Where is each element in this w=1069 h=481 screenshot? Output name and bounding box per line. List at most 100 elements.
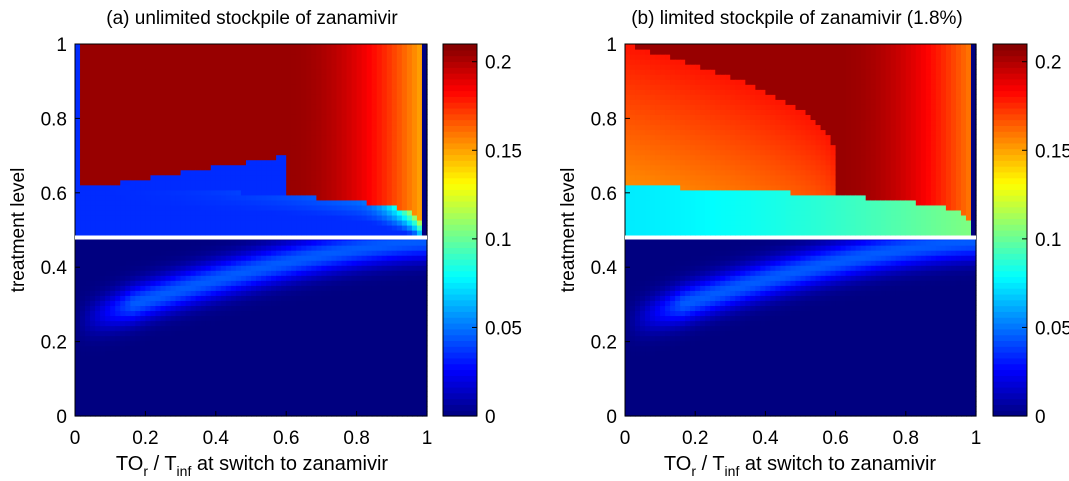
heatmap-cell: [336, 230, 343, 236]
heatmap-cell: [311, 94, 317, 100]
heatmap-cell: [175, 59, 182, 65]
heatmap-cell: [120, 305, 126, 312]
heatmap-cell: [90, 129, 96, 136]
heatmap-cell: [346, 255, 353, 261]
heatmap-cell: [321, 250, 328, 256]
heatmap-cell: [256, 270, 262, 276]
heatmap-cell: [261, 300, 267, 307]
heatmap-cell: [276, 400, 282, 407]
heatmap-cell: [366, 204, 373, 211]
heatmap-cell: [331, 355, 338, 362]
heatmap-cell: [145, 194, 152, 201]
heatmap-cell: [130, 124, 136, 131]
heatmap-cell: [150, 79, 157, 85]
heatmap-cell: [230, 224, 237, 231]
heatmap-cell: [125, 164, 131, 171]
heatmap-cell: [281, 159, 287, 166]
heatmap-cell: [276, 124, 282, 131]
heatmap-cell: [281, 265, 287, 271]
heatmap-cell: [326, 305, 333, 312]
heatmap-cell: [381, 194, 388, 201]
heatmap-cell: [160, 400, 167, 407]
heatmap-cell: [200, 79, 207, 85]
heatmap-cell: [190, 240, 197, 246]
heatmap-cell: [311, 199, 317, 206]
heatmap-cell: [245, 74, 252, 80]
heatmap-cell: [125, 84, 131, 90]
heatmap-cell: [80, 305, 86, 312]
heatmap-cell: [356, 410, 363, 417]
heatmap-cell: [291, 224, 297, 231]
heatmap-cell: [100, 119, 106, 126]
heatmap-cell: [135, 395, 141, 402]
heatmap-cell: [306, 280, 312, 286]
heatmap-cell: [341, 219, 348, 226]
heatmap-cell: [180, 255, 187, 261]
heatmap-cell: [145, 310, 152, 317]
heatmap-cell: [135, 139, 141, 146]
heatmap-cell: [140, 224, 146, 231]
heatmap-cell: [271, 230, 277, 236]
heatmap-cell: [256, 340, 262, 347]
heatmap-cell: [125, 390, 131, 397]
heatmap-cell: [150, 315, 157, 322]
heatmap-cell: [316, 84, 322, 90]
heatmap-cell: [165, 129, 172, 136]
heatmap-cell: [135, 174, 141, 181]
heatmap-cell: [120, 410, 126, 417]
heatmap-cell: [381, 129, 388, 136]
heatmap-cell: [301, 260, 307, 266]
heatmap-cell: [155, 400, 162, 407]
heatmap-cell: [170, 109, 177, 115]
heatmap-cell: [351, 285, 358, 291]
heatmap-cell: [185, 275, 192, 281]
heatmap-cell: [356, 345, 363, 352]
heatmap-cell: [401, 109, 408, 115]
heatmap-cell: [266, 385, 272, 392]
heatmap-cell: [361, 375, 368, 382]
heatmap-cell: [381, 315, 388, 322]
heatmap-cell: [261, 124, 267, 131]
heatmap-cell: [371, 59, 378, 65]
heatmap-cell: [326, 189, 333, 196]
heatmap-cell: [296, 194, 302, 201]
heatmap-cell: [180, 124, 187, 131]
heatmap-cell: [120, 144, 126, 151]
heatmap-cell: [326, 64, 333, 70]
heatmap-cell: [135, 129, 141, 136]
heatmap-cell: [210, 325, 217, 332]
heatmap-cell: [180, 109, 187, 115]
heatmap-cell: [225, 174, 232, 181]
heatmap-cell: [311, 405, 317, 412]
heatmap-cell: [391, 194, 398, 201]
heatmap-cell: [130, 340, 136, 347]
heatmap-cell: [296, 94, 302, 100]
heatmap-cell: [240, 149, 247, 156]
heatmap-cell: [105, 144, 111, 151]
heatmap-cell: [261, 270, 267, 276]
heatmap-cell: [311, 189, 317, 196]
heatmap-cell: [175, 99, 182, 105]
heatmap-cell: [235, 275, 242, 281]
heatmap-cell: [346, 295, 353, 301]
heatmap-cell: [351, 189, 358, 196]
heatmap-cell: [125, 315, 131, 322]
heatmap-cell: [120, 169, 126, 176]
heatmap-cell: [160, 204, 167, 211]
heatmap-cell: [145, 94, 152, 100]
heatmap-cell: [185, 365, 192, 372]
heatmap-cell: [281, 74, 287, 80]
heatmap-cell: [406, 44, 413, 50]
heatmap-cell: [85, 265, 91, 271]
heatmap-cell: [266, 400, 272, 407]
heatmap-cell: [366, 315, 373, 322]
heatmap-cell: [326, 214, 333, 221]
heatmap-cell: [401, 79, 408, 85]
heatmap-cell: [296, 335, 302, 342]
heatmap-cell: [160, 89, 167, 95]
heatmap-cell: [100, 179, 106, 186]
heatmap-cell: [296, 204, 302, 211]
heatmap-cell: [190, 275, 197, 281]
heatmap-cell: [115, 370, 121, 377]
heatmap-cell: [215, 149, 222, 156]
